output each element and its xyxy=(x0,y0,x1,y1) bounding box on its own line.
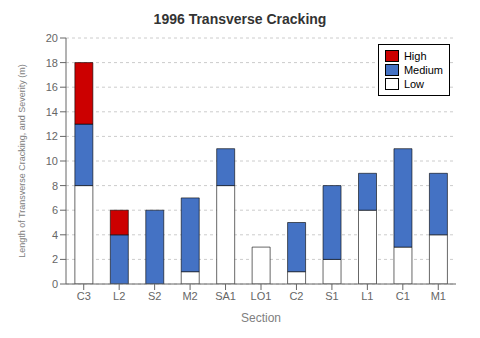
svg-text:SA1: SA1 xyxy=(215,290,236,302)
html-text:Medium: Medium xyxy=(403,64,443,76)
svg-text:4: 4 xyxy=(52,229,58,241)
svg-text:M1: M1 xyxy=(431,290,446,302)
svg-text:16: 16 xyxy=(46,81,58,93)
svg-text:Length of Transverse Cracking,: Length of Transverse Cracking, and Sever… xyxy=(17,64,27,258)
svg-text:C2: C2 xyxy=(289,290,303,302)
svg-text:L1: L1 xyxy=(361,290,373,302)
svg-text:10: 10 xyxy=(46,155,58,167)
svg-text:C1: C1 xyxy=(396,290,410,302)
svg-text:0: 0 xyxy=(52,278,58,290)
html-text:High: High xyxy=(403,50,427,62)
svg-text:Section: Section xyxy=(241,311,281,325)
svg-text:M2: M2 xyxy=(182,290,197,302)
svg-text:12: 12 xyxy=(46,130,58,142)
svg-text:S2: S2 xyxy=(148,290,161,302)
svg-text:2: 2 xyxy=(52,253,58,265)
svg-text:C3: C3 xyxy=(77,290,91,302)
svg-text:S1: S1 xyxy=(325,290,338,302)
svg-text:LO1: LO1 xyxy=(251,290,272,302)
svg-text:18: 18 xyxy=(46,57,58,69)
svg-text:14: 14 xyxy=(46,106,58,118)
svg-text:L2: L2 xyxy=(113,290,125,302)
html-text:Low: Low xyxy=(403,78,425,90)
svg-text:20: 20 xyxy=(46,32,58,44)
html-text:1996 Transverse Cracking: 1996 Transverse Cracking xyxy=(153,11,327,27)
svg-text:6: 6 xyxy=(52,204,58,216)
svg-text:8: 8 xyxy=(52,180,58,192)
